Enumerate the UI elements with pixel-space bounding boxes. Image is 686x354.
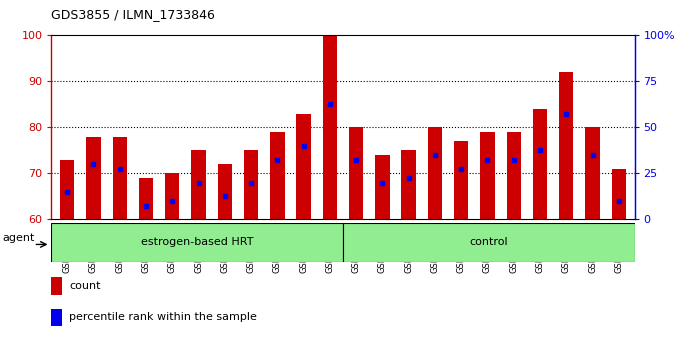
Bar (51, 277, 62, 295)
Bar (296, 114, 311, 219)
Bar (559, 72, 573, 219)
Text: estrogen-based HRT: estrogen-based HRT (141, 238, 253, 247)
Bar (86, 137, 101, 219)
Bar (270, 132, 285, 219)
Bar (349, 127, 364, 219)
Bar (322, 35, 337, 219)
Bar (585, 127, 600, 219)
Bar (191, 150, 206, 219)
Bar (375, 155, 390, 219)
Text: percentile rank within the sample: percentile rank within the sample (69, 313, 257, 322)
Text: control: control (469, 238, 508, 247)
Bar (480, 132, 495, 219)
Bar (427, 127, 442, 219)
Bar (51, 223, 343, 262)
Bar (217, 164, 232, 219)
Text: count: count (69, 281, 100, 291)
Bar (113, 137, 127, 219)
Bar (60, 160, 75, 219)
Bar (533, 109, 547, 219)
Bar (343, 223, 635, 262)
Bar (611, 169, 626, 219)
Bar (506, 132, 521, 219)
Bar (139, 178, 153, 219)
Text: agent: agent (3, 233, 35, 243)
Bar (51, 309, 62, 326)
Text: GDS3855 / ILMN_1733846: GDS3855 / ILMN_1733846 (51, 8, 215, 21)
Bar (401, 150, 416, 219)
Bar (454, 141, 469, 219)
Bar (165, 173, 180, 219)
Bar (244, 150, 259, 219)
